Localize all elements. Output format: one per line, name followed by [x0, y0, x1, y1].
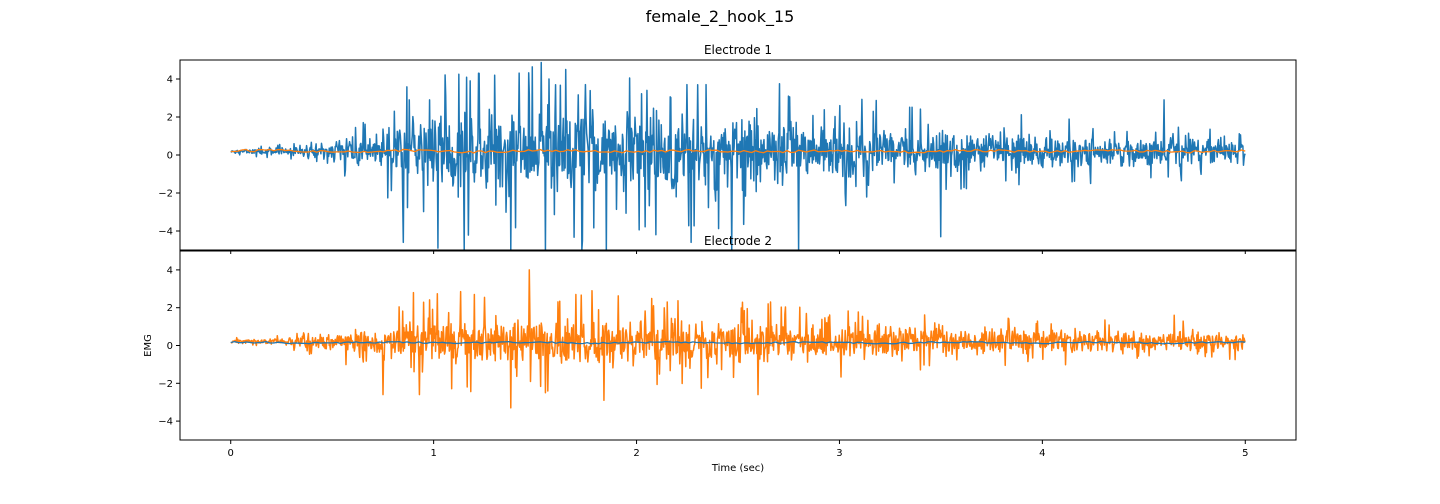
electrode-1-panel: Electrode 1 −4 −2 0 2 4	[158, 43, 1297, 254]
series-raw-line	[230, 61, 1246, 250]
y-tick-label: 0	[167, 341, 173, 352]
x-tick-label: 2	[633, 448, 639, 459]
x-tick-label: 0	[228, 448, 234, 459]
electrode-2-panel: Electrode 2 −4 −2 0 2 4 0 1 2 3 4 5 EMG Time (sec)	[143, 234, 1297, 474]
y-axis-label: EMG	[143, 334, 154, 357]
x-tick-label: 4	[1039, 448, 1045, 459]
y-tick-label: 2	[167, 303, 173, 314]
y-tick-label: 0	[167, 151, 173, 162]
series-smoothed-line	[230, 148, 1246, 154]
plot-area	[230, 61, 1246, 250]
panel-title: Electrode 1	[704, 43, 772, 57]
y-tick-label: 4	[167, 75, 173, 86]
x-tick-label: 1	[430, 448, 436, 459]
y-tick-label: −2	[158, 189, 173, 200]
panel-title: Electrode 2	[704, 234, 772, 248]
y-tick-label: 2	[167, 113, 173, 124]
y-tick-label: 4	[167, 265, 173, 276]
series-smoothed-line	[230, 340, 1246, 345]
y-tick-label: −2	[158, 379, 173, 390]
x-tick-label: 5	[1242, 448, 1248, 459]
series-raw-line	[230, 269, 1246, 409]
plot-area	[230, 269, 1246, 409]
x-axis-label: Time (sec)	[711, 463, 764, 474]
y-tick-label: −4	[158, 417, 173, 428]
x-tick-label: 3	[836, 448, 842, 459]
figure-title: female_2_hook_15	[646, 7, 795, 27]
y-tick-label: −4	[158, 227, 173, 238]
